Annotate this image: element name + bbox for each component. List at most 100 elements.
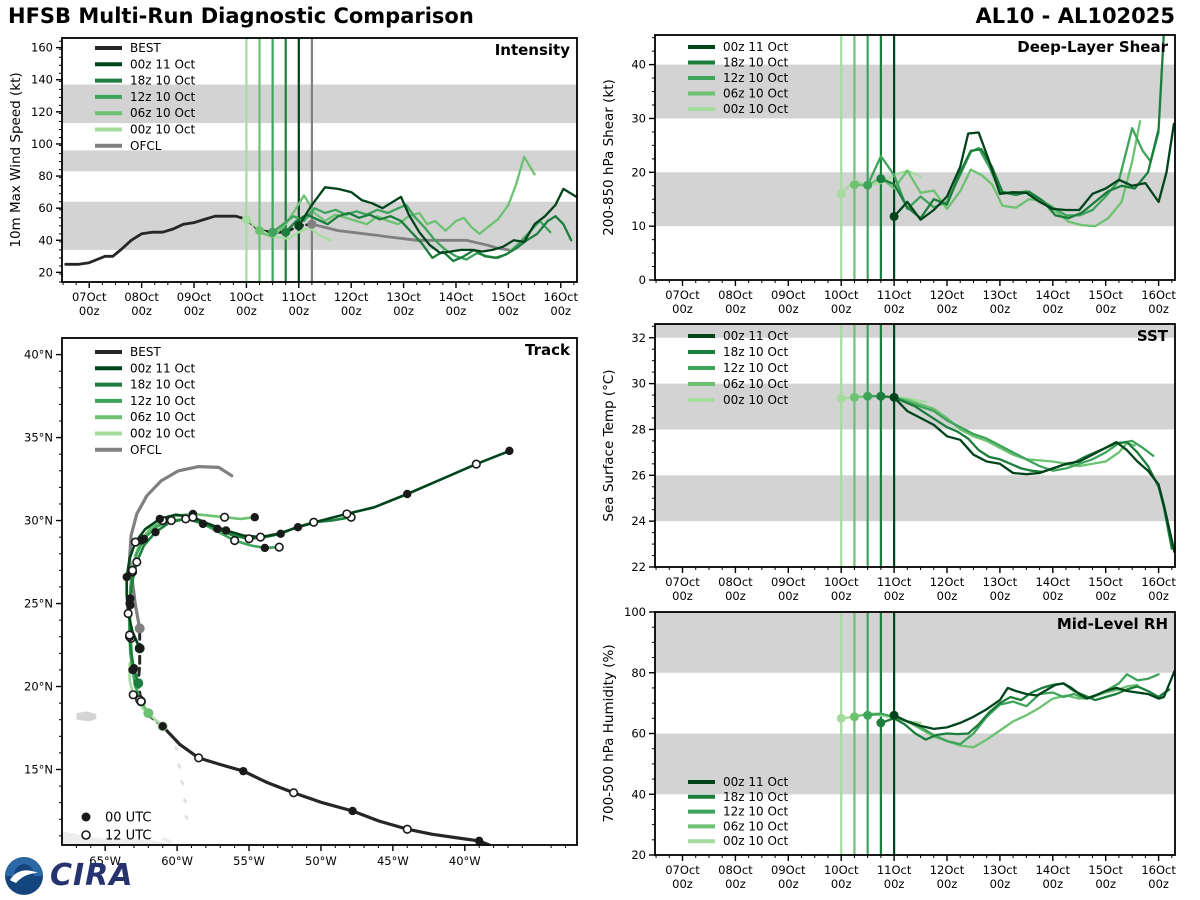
svg-text:15Oct: 15Oct: [1088, 288, 1123, 302]
svg-text:30: 30: [631, 377, 646, 391]
svg-text:OFCL: OFCL: [130, 443, 162, 457]
svg-text:00 UTC: 00 UTC: [105, 811, 151, 826]
svg-text:22: 22: [631, 560, 646, 574]
svg-text:00z: 00z: [1148, 589, 1169, 603]
svg-text:00z: 00z: [725, 302, 746, 316]
svg-text:28: 28: [631, 422, 646, 436]
noaa-logo-icon: [5, 857, 43, 895]
svg-text:00z: 00z: [990, 302, 1011, 316]
svg-text:12Oct: 12Oct: [930, 575, 965, 589]
svg-text:20: 20: [38, 265, 53, 279]
svg-text:25°N: 25°N: [24, 597, 53, 611]
svg-text:00z 10 Oct: 00z 10 Oct: [723, 834, 789, 848]
svg-text:00z: 00z: [446, 304, 467, 318]
svg-text:40°N: 40°N: [24, 348, 53, 362]
svg-text:60°W: 60°W: [161, 854, 193, 868]
svg-text:08Oct: 08Oct: [124, 290, 159, 304]
svg-text:00z: 00z: [550, 304, 571, 318]
svg-text:00z: 00z: [672, 877, 693, 891]
logo-row: CIRA: [4, 854, 194, 898]
svg-text:00z: 00z: [672, 302, 693, 316]
svg-text:06z 10 Oct: 06z 10 Oct: [723, 87, 789, 101]
svg-text:00z 10 Oct: 00z 10 Oct: [130, 427, 196, 441]
svg-text:00z: 00z: [990, 877, 1011, 891]
svg-text:00z: 00z: [131, 304, 152, 318]
svg-text:00z: 00z: [236, 304, 257, 318]
svg-text:11Oct: 11Oct: [877, 575, 912, 589]
svg-text:15Oct: 15Oct: [1088, 863, 1123, 877]
svg-text:08Oct: 08Oct: [718, 575, 753, 589]
svg-text:00z: 00z: [937, 877, 958, 891]
svg-text:00z: 00z: [79, 304, 100, 318]
svg-text:09Oct: 09Oct: [771, 863, 806, 877]
svg-text:15Oct: 15Oct: [491, 290, 526, 304]
svg-text:BEST: BEST: [130, 41, 161, 55]
svg-text:14Oct: 14Oct: [1036, 575, 1071, 589]
svg-text:BEST: BEST: [130, 345, 161, 359]
svg-text:10m Max Wind Speed (kt): 10m Max Wind Speed (kt): [8, 72, 24, 247]
svg-text:Mid-Level RH: Mid-Level RH: [1057, 615, 1168, 633]
svg-text:00z 11 Oct: 00z 11 Oct: [723, 40, 789, 54]
svg-text:07Oct: 07Oct: [665, 288, 700, 302]
svg-text:11Oct: 11Oct: [877, 288, 912, 302]
svg-text:00z 10 Oct: 00z 10 Oct: [723, 393, 789, 407]
svg-text:50°W: 50°W: [305, 854, 337, 868]
svg-text:00z: 00z: [1095, 877, 1116, 891]
svg-text:13Oct: 13Oct: [983, 575, 1018, 589]
svg-text:18z 10 Oct: 18z 10 Oct: [723, 345, 789, 359]
svg-text:12z 10 Oct: 12z 10 Oct: [723, 805, 789, 819]
svg-text:13Oct: 13Oct: [386, 290, 421, 304]
svg-text:0: 0: [639, 273, 646, 287]
svg-text:20°N: 20°N: [24, 680, 53, 694]
svg-text:00z: 00z: [884, 877, 905, 891]
svg-text:55°W: 55°W: [233, 854, 265, 868]
svg-text:60: 60: [631, 727, 646, 741]
svg-text:13Oct: 13Oct: [983, 863, 1018, 877]
svg-text:08Oct: 08Oct: [718, 288, 753, 302]
svg-text:40°W: 40°W: [449, 854, 481, 868]
storm-id-title: AL10 - AL102025: [975, 4, 1176, 28]
panel-sst: 07Oct00z08Oct00z09Oct00z10Oct00z11Oct00z…: [601, 323, 1176, 603]
svg-text:160: 160: [31, 41, 53, 55]
svg-text:12 UTC: 12 UTC: [105, 829, 151, 844]
svg-text:12Oct: 12Oct: [930, 288, 965, 302]
svg-text:06z 10 Oct: 06z 10 Oct: [723, 377, 789, 391]
svg-text:12Oct: 12Oct: [334, 290, 369, 304]
svg-text:Track: Track: [525, 341, 571, 359]
svg-text:12z 10 Oct: 12z 10 Oct: [723, 361, 789, 375]
svg-text:11Oct: 11Oct: [282, 290, 317, 304]
svg-text:700-500 hPa Humidity (%): 700-500 hPa Humidity (%): [601, 644, 617, 822]
svg-text:Intensity: Intensity: [495, 41, 571, 59]
svg-text:00z: 00z: [341, 304, 362, 318]
svg-text:12z 10 Oct: 12z 10 Oct: [723, 71, 789, 85]
svg-text:09Oct: 09Oct: [177, 290, 212, 304]
svg-text:100: 100: [624, 605, 646, 619]
svg-text:65°W: 65°W: [89, 854, 121, 868]
svg-text:12z 10 Oct: 12z 10 Oct: [130, 90, 196, 104]
svg-text:12Oct: 12Oct: [930, 863, 965, 877]
svg-text:06z 10 Oct: 06z 10 Oct: [723, 819, 789, 833]
svg-text:11Oct: 11Oct: [877, 863, 912, 877]
svg-text:18z 10 Oct: 18z 10 Oct: [130, 378, 196, 392]
svg-text:20: 20: [631, 165, 646, 179]
svg-text:18z 10 Oct: 18z 10 Oct: [723, 790, 789, 804]
svg-text:20: 20: [631, 848, 646, 862]
svg-text:00z: 00z: [393, 304, 414, 318]
panel-track: 65°W 60°W 55°W 50°W 45°W 40°W 15°N 20°N 25°N 30°N…: [24, 337, 578, 868]
svg-text:140: 140: [31, 73, 53, 87]
svg-text:18z 10 Oct: 18z 10 Oct: [130, 74, 196, 88]
svg-text:00z: 00z: [1148, 302, 1169, 316]
svg-text:14Oct: 14Oct: [1036, 288, 1071, 302]
svg-text:00z: 00z: [937, 302, 958, 316]
svg-text:30: 30: [631, 111, 646, 125]
svg-text:00z: 00z: [725, 877, 746, 891]
svg-text:00z 11 Oct: 00z 11 Oct: [130, 57, 196, 71]
svg-text:07Oct: 07Oct: [665, 575, 700, 589]
svg-text:00z: 00z: [884, 302, 905, 316]
svg-text:200-850 hPa Shear (kt): 200-850 hPa Shear (kt): [601, 79, 617, 236]
svg-text:40: 40: [631, 58, 646, 72]
svg-text:16Oct: 16Oct: [1141, 288, 1176, 302]
svg-text:18z 10 Oct: 18z 10 Oct: [723, 56, 789, 70]
